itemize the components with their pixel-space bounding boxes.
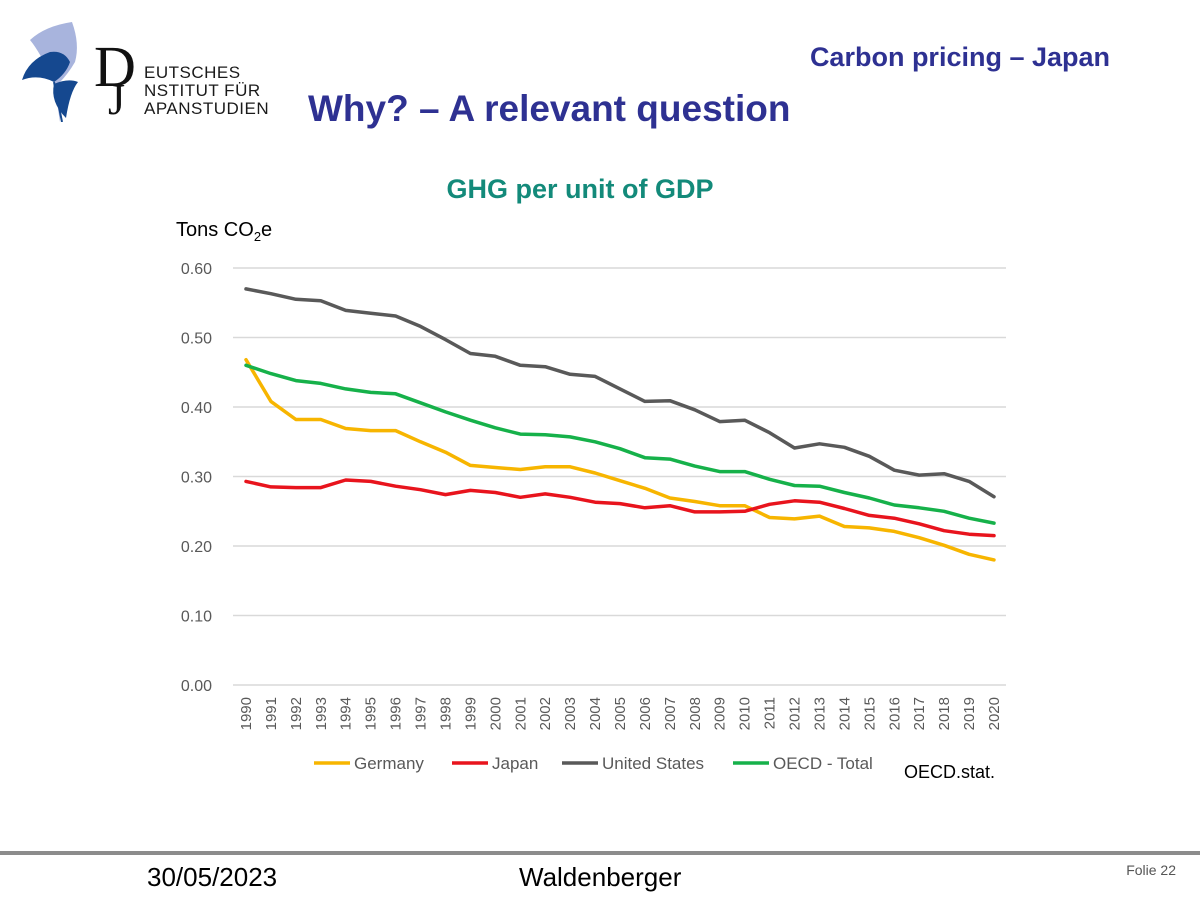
x-tick-label: 1994 bbox=[338, 697, 355, 730]
topic-title: Carbon pricing – Japan bbox=[809, 42, 1110, 72]
line-chart: 0.00 0.10 0.20 0.30 0.40 0.50 0.60 1990 1991 1992… bbox=[181, 261, 1006, 773]
y-axis-label-subscript: 2 bbox=[253, 229, 262, 244]
x-tick-label: 2003 bbox=[562, 697, 579, 730]
legend-label-japan: Japan bbox=[492, 754, 538, 773]
x-tick-label: 2007 bbox=[662, 697, 679, 730]
y-tick-label: 0.20 bbox=[181, 539, 212, 556]
y-tick-label: 0.40 bbox=[181, 400, 212, 417]
x-tick-label: 2008 bbox=[687, 697, 704, 730]
y-tick-label: 0.00 bbox=[181, 678, 212, 695]
y-tick-label: 0.10 bbox=[181, 609, 212, 626]
logo-line-2: NSTITUT FÜR bbox=[144, 81, 261, 100]
x-tick-label: 2020 bbox=[986, 697, 1003, 730]
y-axis-label: Tons CO2e bbox=[176, 219, 272, 244]
series-line-us bbox=[244, 287, 996, 499]
y-tick-label: 0.50 bbox=[181, 331, 212, 348]
x-tick-label: 2017 bbox=[911, 697, 928, 730]
x-tick-label: 2014 bbox=[836, 697, 853, 730]
x-tick-label: 2000 bbox=[487, 697, 504, 730]
y-axis-label-end: e bbox=[261, 219, 273, 241]
footer-date: 30/05/2023 bbox=[147, 862, 278, 892]
series-line-germany bbox=[244, 357, 996, 562]
x-tick-label: 2004 bbox=[587, 697, 604, 730]
svg-text:D: D bbox=[94, 34, 136, 99]
x-tick-label: 2015 bbox=[861, 697, 878, 730]
svg-text:J: J bbox=[108, 75, 125, 122]
x-tick-label: 1995 bbox=[363, 697, 380, 730]
x-tick-label: 2018 bbox=[936, 697, 953, 730]
slide-title: Why? – A relevant question bbox=[308, 88, 791, 129]
y-axis-label-main: Tons CO bbox=[176, 219, 254, 241]
x-tick-label: 2013 bbox=[811, 697, 828, 730]
x-tick-label: 2011 bbox=[762, 697, 779, 729]
y-tick-label: 0.30 bbox=[181, 470, 212, 487]
dijs-logo: D J EUTSCHES NSTITUT FÜR APANSTUDIEN bbox=[20, 22, 270, 124]
chart-title: GHG per unit of GDP bbox=[446, 174, 714, 204]
legend-label-oecd: OECD - Total bbox=[773, 754, 873, 773]
footer-divider bbox=[0, 851, 1200, 855]
x-tick-label: 1990 bbox=[238, 697, 255, 730]
footer-author: Waldenberger bbox=[519, 862, 682, 892]
y-tick-label: 0.60 bbox=[181, 261, 212, 278]
logo-line-3: APANSTUDIEN bbox=[144, 99, 270, 118]
logo-line-1: EUTSCHES bbox=[144, 63, 241, 82]
x-tick-label: 2016 bbox=[886, 697, 903, 730]
x-tick-label: 2006 bbox=[637, 697, 654, 730]
logo-wordmark: EUTSCHES NSTITUT FÜR APANSTUDIEN bbox=[144, 64, 269, 118]
x-tick-label: 2010 bbox=[737, 697, 754, 730]
ginkgo-leaf-icon: D J bbox=[22, 22, 136, 124]
x-tick-label: 1996 bbox=[388, 697, 405, 730]
series-line-oecd bbox=[244, 363, 996, 525]
x-tick-label: 1998 bbox=[437, 697, 454, 730]
x-tick-label: 2002 bbox=[537, 697, 554, 730]
x-tick-label: 1991 bbox=[263, 697, 280, 730]
x-tick-label: 1992 bbox=[288, 697, 305, 730]
legend-label-us: United States bbox=[602, 754, 704, 773]
x-tick-label: 1993 bbox=[313, 697, 330, 730]
source-note: OECD.stat. bbox=[904, 762, 996, 782]
x-tick-label: 2012 bbox=[787, 697, 804, 730]
legend-label-germany: Germany bbox=[354, 754, 424, 773]
x-tick-label: 2019 bbox=[961, 697, 978, 730]
series-line-japan bbox=[244, 478, 996, 538]
x-tick-label: 2001 bbox=[512, 697, 529, 730]
x-tick-label: 2009 bbox=[712, 697, 729, 730]
slide-number: Folie 22 bbox=[1126, 862, 1176, 878]
x-tick-label: 1997 bbox=[413, 697, 430, 730]
x-tick-label: 2005 bbox=[612, 697, 629, 730]
x-tick-label: 1999 bbox=[462, 697, 479, 730]
